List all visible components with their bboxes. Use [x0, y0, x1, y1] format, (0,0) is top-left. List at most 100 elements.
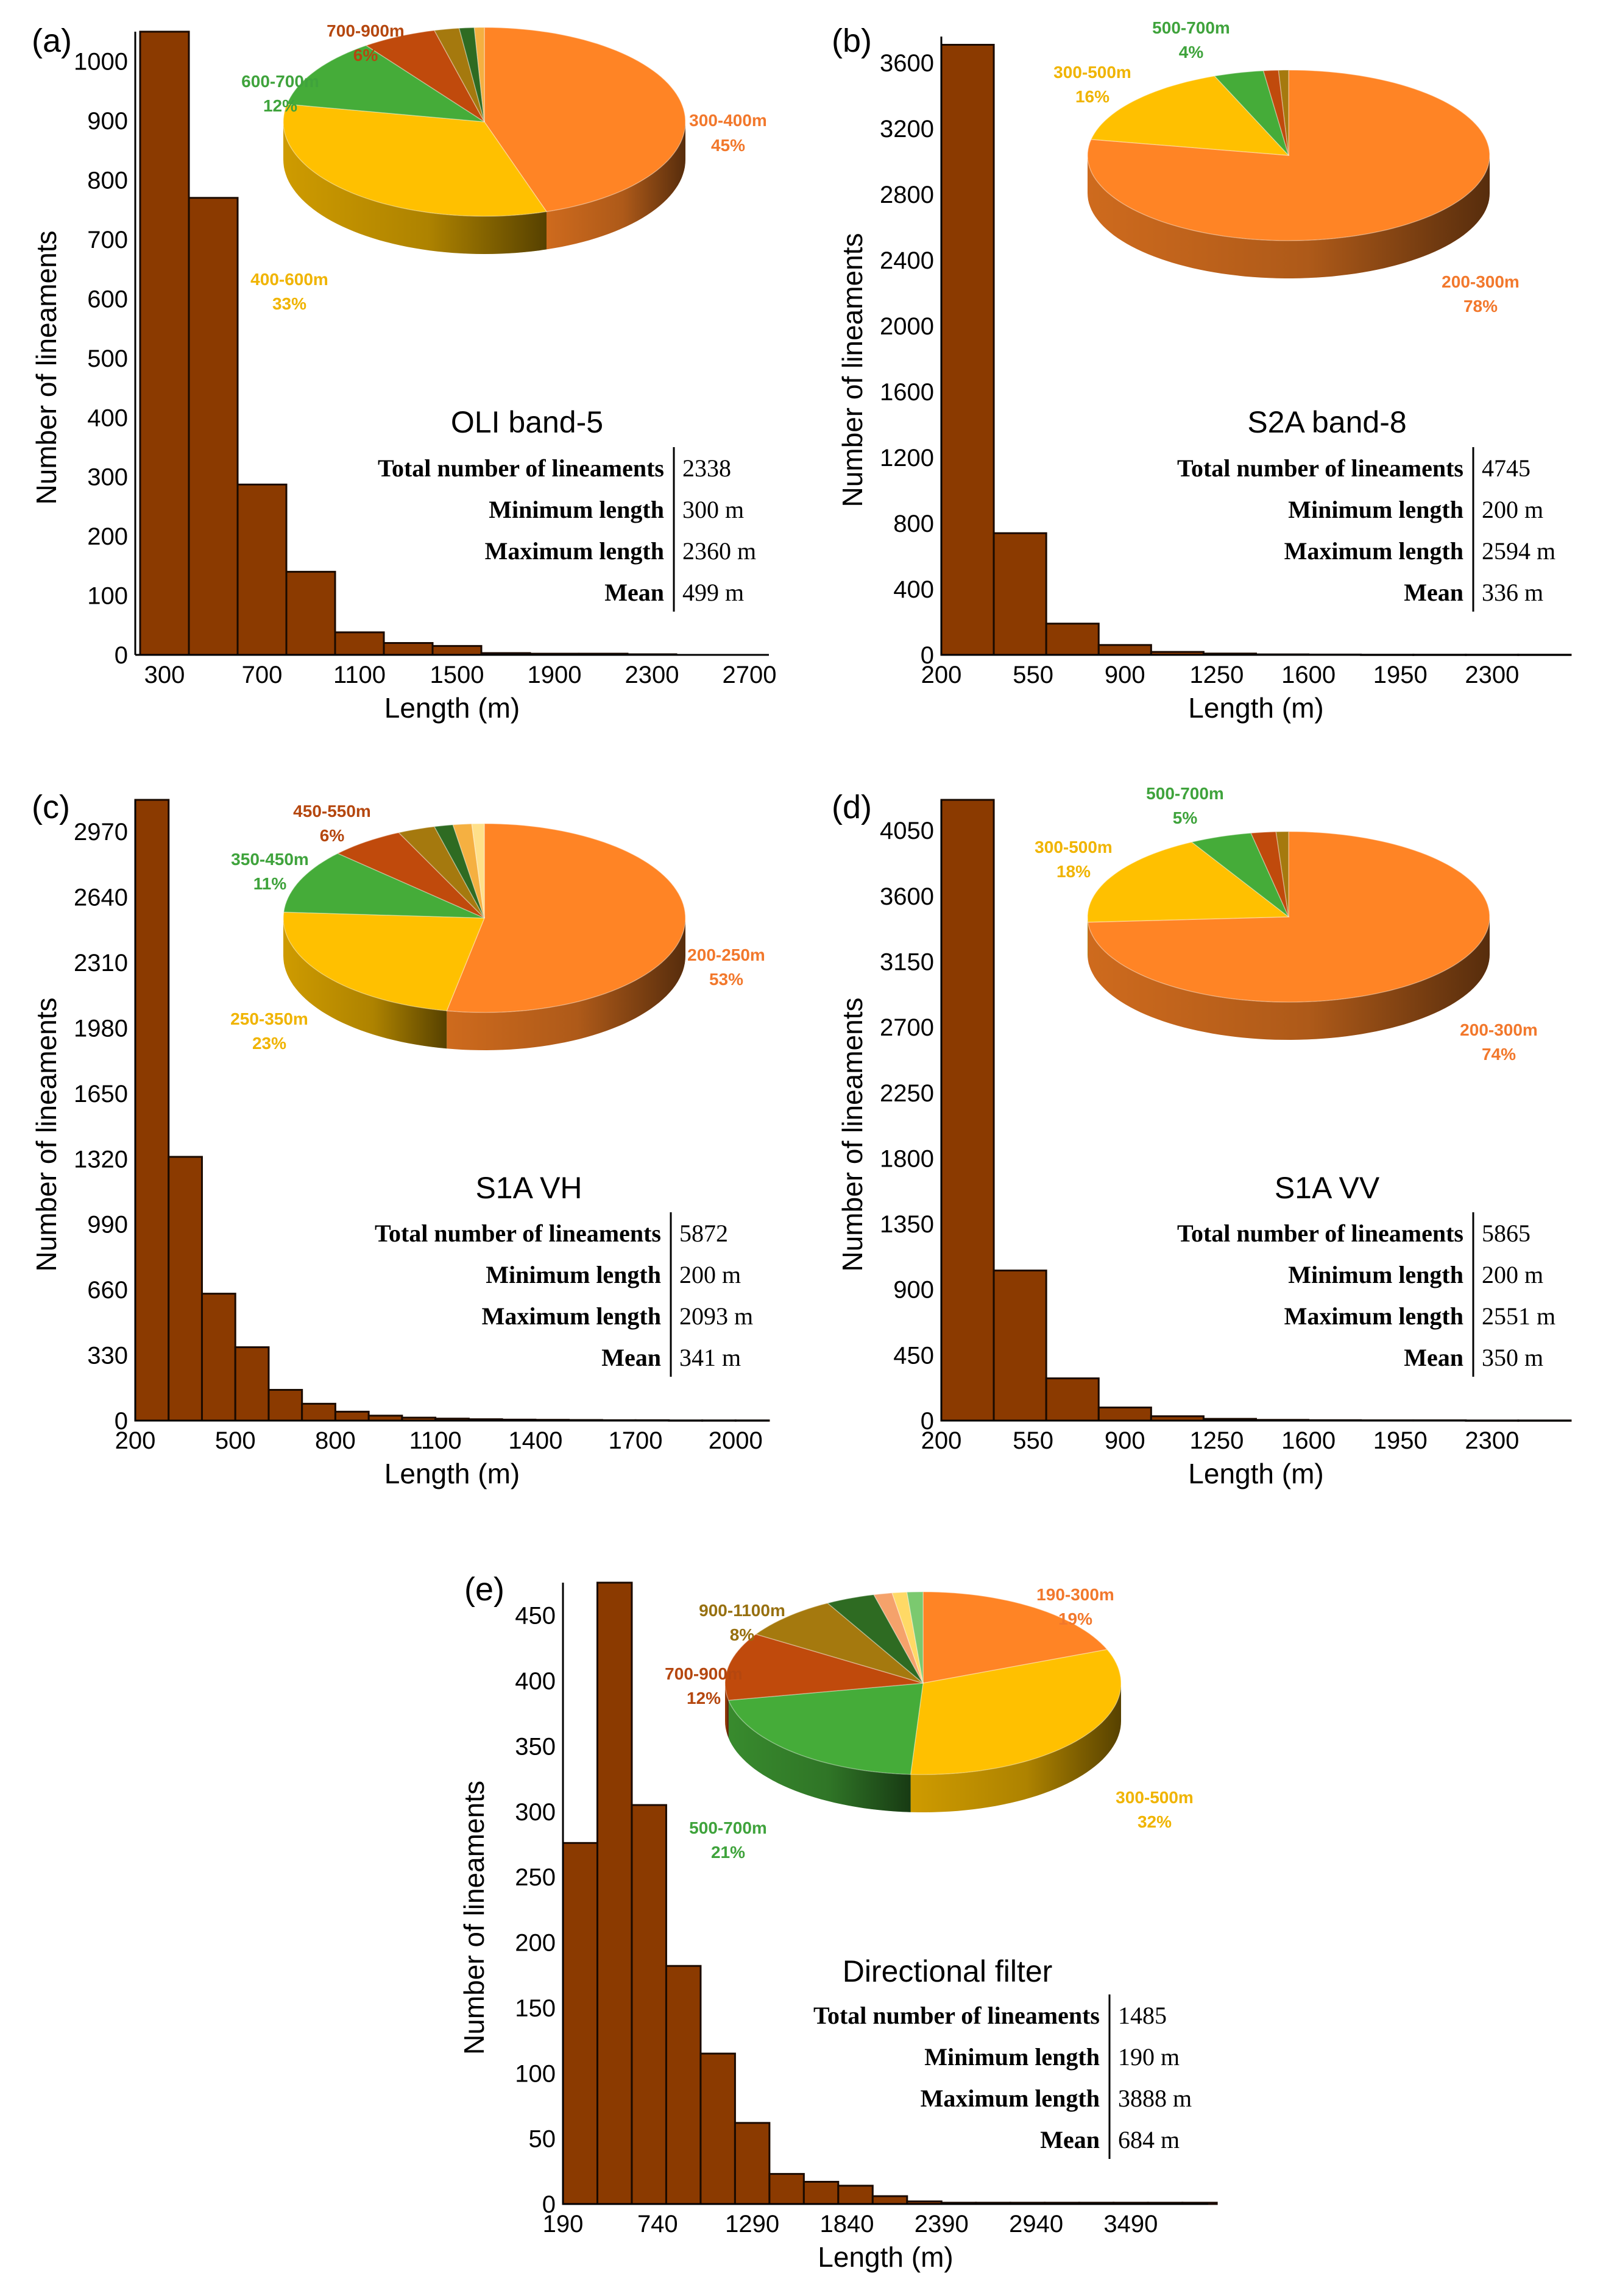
- pie-slice-percent: 6%: [353, 46, 378, 65]
- histogram-bar: [383, 642, 434, 656]
- x-tick-label: 550: [1013, 662, 1053, 688]
- histogram-bar: [993, 532, 1047, 656]
- stat-label: Maximum length: [921, 2085, 1100, 2112]
- y-tick-label: 100: [87, 583, 128, 610]
- y-tick-label: 600: [87, 286, 128, 313]
- pie-slice-name: 200-300m: [1442, 272, 1520, 291]
- pie-slice: [910, 1648, 1122, 1775]
- pie-slice-name: 900-1100m: [699, 1601, 785, 1620]
- pie-slice-percent: 53%: [709, 970, 743, 989]
- pie-slice-percent: 16%: [1075, 87, 1109, 106]
- pie-slice: [1191, 832, 1289, 917]
- y-tick-label: 2000: [880, 313, 934, 340]
- x-tick-label: 1950: [1373, 1427, 1428, 1454]
- x-tick-label: 2000: [709, 1427, 763, 1454]
- dataset-title: Directional filter: [843, 1954, 1053, 1988]
- stat-label: Mean: [601, 1344, 661, 1371]
- stat-label: Mean: [1404, 1344, 1463, 1371]
- stat-label: Maximum length: [1284, 537, 1463, 565]
- x-tick-label: 2390: [915, 2211, 969, 2238]
- pie-slice-name: 300-500m: [1053, 63, 1131, 82]
- panel-label: (d): [832, 789, 872, 825]
- pie-slice: [922, 1591, 1108, 1684]
- pie-slice: [458, 27, 485, 122]
- histogram-bar: [562, 1842, 598, 2205]
- y-tick-label: 400: [515, 1668, 556, 1695]
- x-tick-label: 900: [1105, 1427, 1145, 1454]
- pie-slice-percent: 21%: [711, 1843, 745, 1862]
- stat-value: 1485: [1118, 2002, 1167, 2029]
- pie-slice-name: 250-350m: [230, 1009, 308, 1028]
- histogram-bar: [267, 1389, 303, 1422]
- y-tick-label: 700: [87, 227, 128, 253]
- stat-value: 300 m: [682, 496, 744, 523]
- y-tick-label: 200: [87, 523, 128, 550]
- stat-label: Minimum length: [1288, 1261, 1463, 1288]
- histogram-bar: [699, 2052, 736, 2205]
- pie-slice: [906, 1591, 924, 1684]
- pie-slice-percent: 32%: [1138, 1812, 1172, 1831]
- x-tick-label: 1250: [1189, 1427, 1244, 1454]
- stat-value: 5872: [679, 1220, 728, 1247]
- y-tick-label: 1980: [74, 1015, 128, 1042]
- x-tick-label: 1700: [609, 1427, 663, 1454]
- stat-label: Total number of lineaments: [813, 2002, 1100, 2029]
- pie-side-shade: [1088, 155, 1490, 278]
- pie-slice-percent: 5%: [1173, 808, 1198, 827]
- pie-side-shade: [547, 122, 685, 250]
- y-tick-label: 0: [115, 1408, 128, 1435]
- y-tick-label: 3600: [880, 50, 934, 77]
- histogram-bar: [734, 2122, 771, 2205]
- pie-side-shade: [910, 1683, 1121, 1812]
- histogram-bar: [768, 2173, 805, 2205]
- y-tick-label: 1800: [880, 1145, 934, 1172]
- pie-slice-percent: 19%: [1058, 1609, 1092, 1628]
- pie-slice-name: 200-300m: [1460, 1020, 1538, 1039]
- y-tick-label: 300: [515, 1799, 556, 1826]
- pie-slice-name: 400-600m: [250, 270, 328, 289]
- x-tick-label: 300: [144, 662, 185, 688]
- pie-slice: [336, 832, 485, 919]
- pie-side-shade: [1088, 917, 1490, 1040]
- pie-slice-percent: 6%: [320, 826, 345, 845]
- histogram-bars: [940, 799, 1572, 1422]
- y-tick-label: 0: [921, 642, 934, 669]
- pie-slice-name: 500-700m: [1152, 18, 1230, 37]
- pie-slice: [1213, 70, 1289, 156]
- histogram-bar: [200, 1293, 236, 1422]
- stat-value: 684 m: [1118, 2126, 1180, 2153]
- histogram-bar: [1045, 1377, 1100, 1422]
- y-tick-label: 400: [87, 404, 128, 431]
- panel-0: (a) 0 100 200 300 400 500 600 700 800 900 1000 300 70…: [30, 21, 776, 724]
- dataset-title: S1A VH: [475, 1171, 582, 1205]
- x-tick-label: 1250: [1189, 662, 1244, 688]
- histogram-bar: [940, 799, 995, 1422]
- stat-value: 341 m: [679, 1344, 741, 1371]
- pie-slice-name: 300-400m: [689, 111, 767, 130]
- pie-slice: [446, 823, 686, 1013]
- pie-side-shade: [447, 918, 685, 1050]
- y-tick-label: 2250: [880, 1080, 934, 1107]
- panel-3: (d) 0 450 900 1350 1800 2250 2700 3150 3600 4050 20…: [832, 784, 1572, 1489]
- pie-slice-percent: 74%: [1482, 1045, 1516, 1064]
- histogram-bar: [871, 2195, 908, 2205]
- stat-label: Total number of lineaments: [375, 1220, 661, 1247]
- stat-value: 350 m: [1482, 1344, 1543, 1371]
- y-tick-label: 150: [515, 1995, 556, 2022]
- pie-slice-percent: 45%: [711, 136, 745, 155]
- pie-slice-name: 700-900m: [327, 21, 405, 40]
- x-tick-label: 1500: [430, 662, 484, 688]
- histogram-bar: [802, 2180, 840, 2205]
- histogram-bar: [1045, 623, 1100, 656]
- y-tick-label: 3600: [880, 883, 934, 910]
- stat-value: 2338: [682, 454, 731, 482]
- y-axis-label: Number of lineaments: [837, 233, 868, 507]
- histogram-bar: [1097, 644, 1152, 656]
- pie-labels: 300-400m 45% 400-600m 33% 600-700m 12% 700-900…: [241, 21, 767, 313]
- stat-label: Total number of lineaments: [1177, 454, 1463, 482]
- y-tick-label: 450: [893, 1342, 934, 1369]
- x-tick-label: 550: [1013, 1427, 1053, 1454]
- stat-label: Minimum length: [489, 496, 664, 523]
- stat-label: Minimum length: [924, 2043, 1100, 2071]
- pie-side-shade: [283, 122, 547, 254]
